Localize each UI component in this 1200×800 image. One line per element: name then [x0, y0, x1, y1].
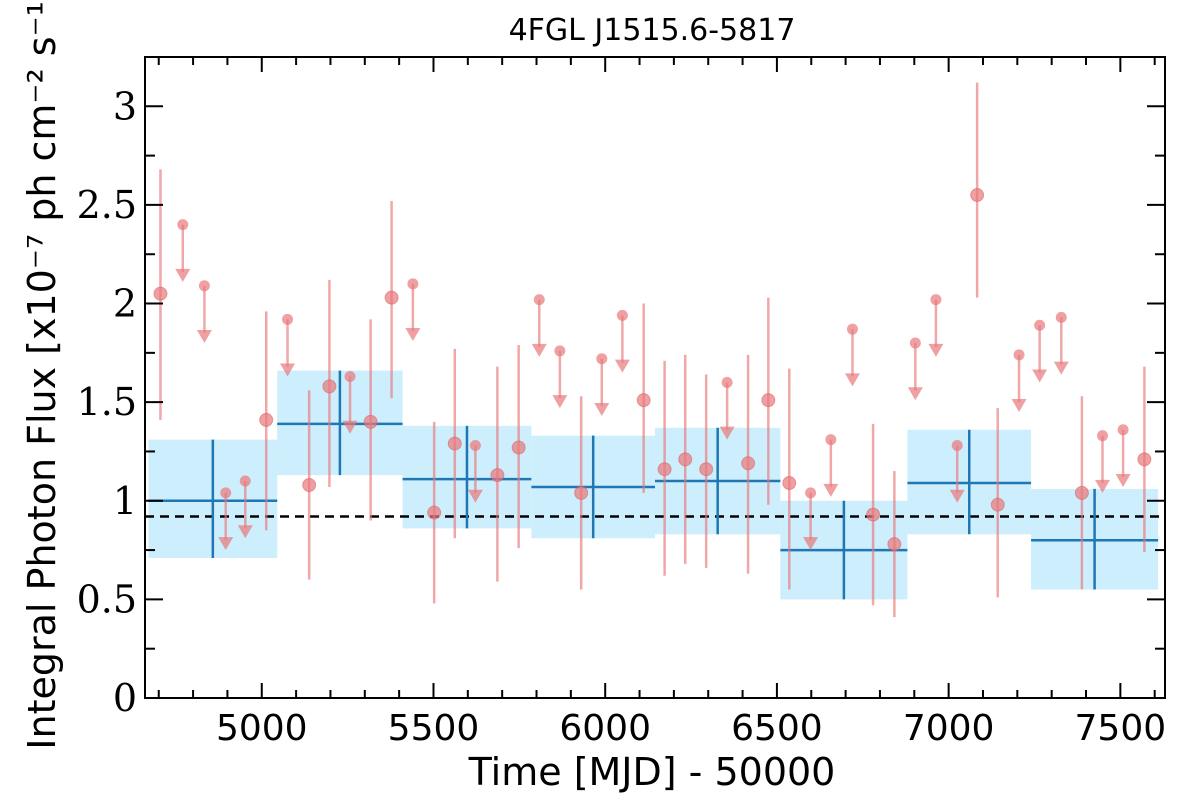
detection-point: [322, 379, 337, 394]
upper-limit-arrow: [614, 359, 630, 373]
upper-limit-arrow: [175, 268, 191, 282]
upper-limit-point: [1034, 319, 1046, 331]
upper-limit-arrow: [552, 395, 568, 409]
upper-limit-point: [282, 313, 294, 325]
upper-limit-point: [596, 353, 608, 365]
upper-limit-arrow: [196, 330, 212, 344]
detection-point: [302, 477, 317, 492]
detection-point: [990, 497, 1005, 512]
y-tick-label: 3: [113, 84, 137, 128]
upper-limit-point: [721, 376, 733, 388]
detection-point: [384, 290, 399, 305]
detection-point: [741, 456, 756, 471]
upper-limit-point: [846, 323, 858, 335]
upper-limit-arrow: [823, 483, 839, 497]
upper-limit-point: [616, 309, 628, 321]
detection-point: [678, 452, 693, 467]
binned-flux-markers: [148, 370, 1159, 600]
detection-point: [782, 476, 797, 491]
detection-point: [427, 505, 442, 520]
detection-point: [153, 286, 168, 301]
x-tick-label: 6500: [731, 708, 823, 749]
upper-limit-point: [1013, 349, 1025, 361]
x-axis-label: Time [MJD] - 50000: [468, 750, 836, 794]
upper-limit-arrow: [405, 328, 421, 342]
binned-flux-bands: [148, 370, 1159, 600]
detection-point: [761, 393, 776, 408]
upper-limit-point: [951, 440, 963, 452]
detection-point: [511, 440, 526, 455]
detection-point: [1074, 485, 1089, 500]
upper-limit-point: [198, 280, 210, 292]
x-tick-label: 5000: [216, 708, 308, 749]
upper-limit-arrow: [1032, 369, 1048, 383]
plot-axes: 5000 5500 6000 6500 7000 7500 0 0.5 1 1.5 2 2.5 3: [77, 56, 1167, 749]
upper-limit-arrow: [1011, 399, 1027, 413]
upper-limit-arrow: [844, 373, 860, 387]
upper-limit-point: [177, 219, 189, 231]
upper-limit-point: [909, 337, 921, 349]
detection-point: [490, 468, 505, 483]
upper-limit-arrow: [218, 537, 234, 551]
upper-limit-point: [1055, 311, 1067, 323]
upper-limit-point: [805, 487, 817, 499]
detection-point: [259, 412, 274, 427]
upper-limit-arrow: [280, 363, 296, 377]
detection-point: [447, 436, 462, 451]
upper-limit-point: [239, 475, 251, 487]
detection-point: [1137, 452, 1152, 467]
upper-limit-point: [469, 440, 481, 452]
plot-frame: [144, 56, 1166, 699]
upper-limit-arrow: [928, 343, 944, 357]
y-tick-label: 0: [113, 676, 137, 720]
y-axis-label: Integral Photon Flux [x10⁻⁷ ph cm⁻² s⁻¹]: [20, 0, 64, 750]
upper-limit-point: [825, 434, 837, 446]
chart-title: 4FGL J1515.6-5817: [509, 13, 796, 48]
x-tick-label: 7500: [1075, 708, 1167, 749]
upper-limit-point: [554, 345, 566, 357]
upper-limit-arrow: [719, 426, 735, 440]
upper-limit-point: [930, 294, 942, 306]
y-tick-label: 1.5: [77, 380, 137, 424]
upper-limit-arrow: [467, 489, 483, 503]
upper-limit-point: [220, 487, 232, 499]
upper-limit-point: [344, 371, 356, 383]
upper-limit-arrow: [1053, 361, 1069, 375]
x-tick-label: 6000: [559, 708, 651, 749]
upper-limit-point: [407, 278, 419, 290]
x-tick-label: 7000: [903, 708, 995, 749]
detection-point: [699, 462, 714, 477]
upper-limit-arrow: [531, 343, 547, 357]
upper-limit-point: [1117, 424, 1129, 436]
upper-limit-arrow: [1115, 473, 1131, 487]
y-tick-label: 2: [113, 282, 137, 326]
upper-limit-arrow: [803, 537, 819, 551]
upper-limit-point: [533, 294, 545, 306]
x-tick-label: 5500: [388, 708, 480, 749]
detection-point: [970, 188, 985, 203]
upper-limit-arrow: [237, 525, 253, 539]
detection-point: [657, 462, 672, 477]
upper-limit-point: [1096, 430, 1108, 442]
upper-limit-arrow: [342, 420, 358, 434]
detection-point: [574, 485, 589, 500]
detection-point: [887, 537, 902, 552]
y-tick-label: 2.5: [77, 183, 137, 227]
detection-point: [866, 507, 881, 522]
upper-limit-arrow: [949, 489, 965, 503]
flux-points: [153, 82, 1152, 618]
upper-limit-arrow: [594, 402, 610, 416]
y-tick-label: 1: [113, 479, 137, 523]
detection-point: [636, 393, 651, 408]
upper-limit-arrow: [907, 387, 923, 401]
y-tick-label: 0.5: [77, 577, 137, 621]
upper-limit-arrow: [1094, 479, 1110, 493]
detection-point: [363, 414, 378, 429]
